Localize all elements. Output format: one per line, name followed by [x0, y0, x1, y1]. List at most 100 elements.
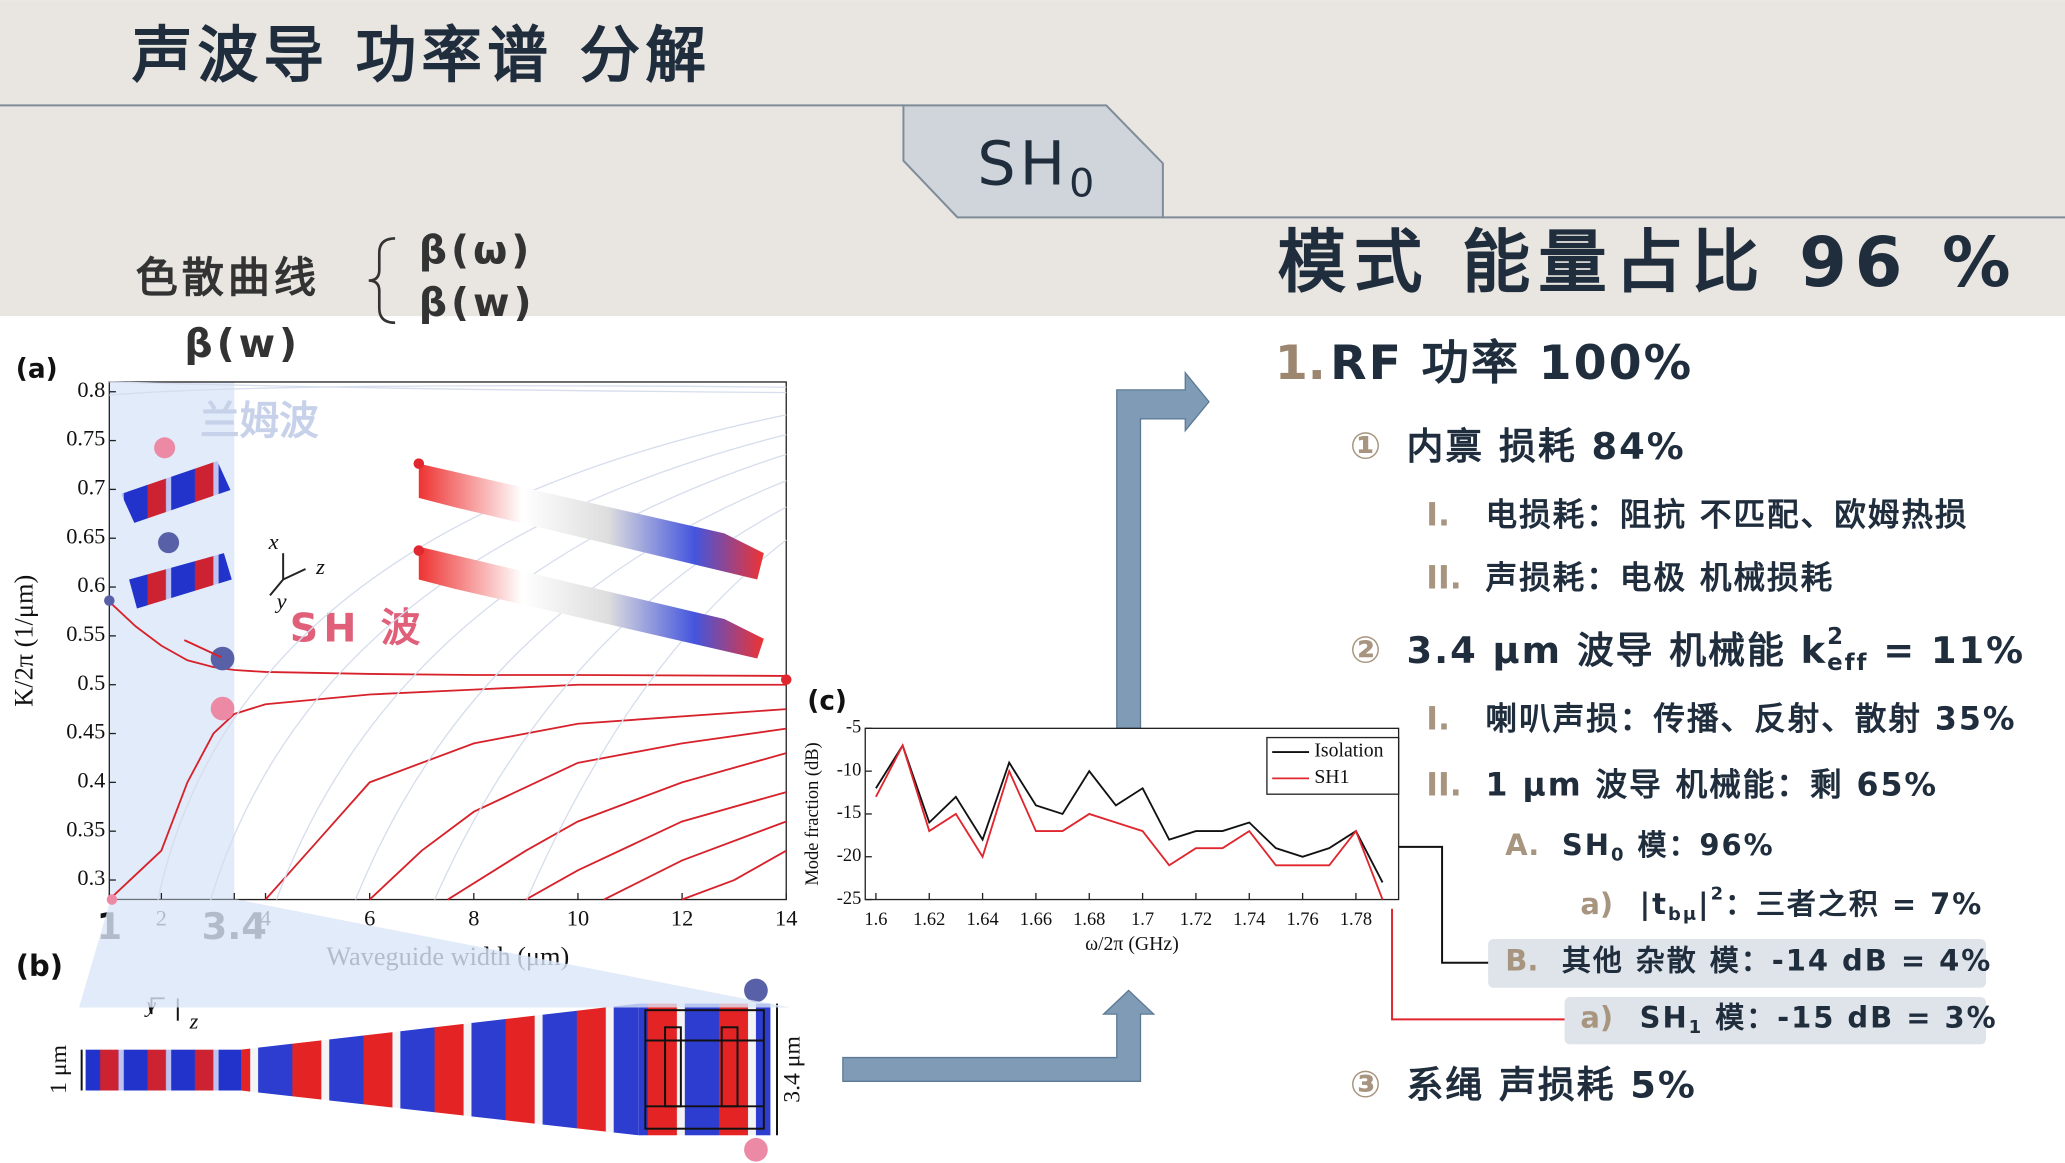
x-tick-label: 14	[775, 906, 797, 931]
superscript: 2	[1711, 884, 1725, 905]
y-tick-label: 0.6	[77, 572, 105, 597]
outline-marker: ①	[1350, 424, 1381, 467]
outline-item: 系绳 声损耗 5%	[1407, 1063, 1697, 1106]
outline-item: 其他 杂散 模：-14 dB = 4%	[1562, 944, 1992, 978]
item-text: 电损耗：阻抗 不匹配、欧姆热损	[1486, 496, 1969, 533]
item-text: SH	[1562, 828, 1611, 862]
y-tick-label: 0.3	[77, 865, 105, 890]
item-text: 3.4 μm 波导 机械能 k	[1407, 628, 1828, 671]
tab	[902, 104, 1164, 219]
outline-item: 喇叭声损：传播、反射、散射 35%	[1486, 701, 2017, 737]
outline-marker: 1.	[1275, 336, 1326, 391]
chart: 0.3 0.35 0.4 0.45 0.5 0.55 0.6 0.65 0.7 0.75 0.8 12…	[9, 355, 797, 971]
summary-heading: 模式 能量占比 96 %	[1277, 223, 2018, 303]
y-tick-label: -15	[837, 802, 862, 822]
figure-a	[79, 381, 792, 1008]
y-tick-label: 0.55	[66, 621, 105, 646]
item-text: 1 μm 波导 机械能：剩 65%	[1486, 767, 1939, 803]
item-text: 模：96%	[1625, 828, 1774, 862]
mode-inset	[104, 437, 792, 905]
x-tick-label: 1.74	[1233, 909, 1265, 929]
x-tick-label: 1.66	[1020, 909, 1052, 929]
outline-item: |tbμ|2：三者之积 = 7%	[1640, 884, 1984, 925]
series-line	[264, 708, 787, 901]
item-text: SH	[1640, 1000, 1689, 1034]
outline-marker: ②	[1350, 628, 1381, 671]
wide-guide	[638, 1003, 771, 1136]
y-axis-label: K/2π (1/μm)	[9, 575, 38, 707]
x-tick-label: 1.72	[1180, 909, 1212, 929]
outline-marker: a)	[1580, 887, 1613, 921]
outline-marker: B.	[1505, 944, 1538, 978]
x-tick-label: 1.76	[1286, 909, 1318, 929]
item-text: 其他 杂散 模：-14 dB = 4%	[1562, 944, 1992, 978]
series-line	[108, 683, 787, 901]
panel-label: (c)	[807, 687, 847, 717]
x-tick-label: 1.62	[913, 909, 945, 929]
outline-item: SH1 模：-15 dB = 3%	[1640, 1000, 1998, 1038]
outline-marker: ③	[1350, 1063, 1381, 1106]
outline-item: SH0 模：96%	[1562, 828, 1775, 866]
series-line	[875, 743, 1384, 883]
y-tick-label: 0.5	[77, 670, 105, 695]
outline-item: 电损耗：阻抗 不匹配、欧姆热损	[1486, 496, 1969, 533]
left-heading: 色散曲线	[136, 253, 320, 302]
legend-box	[1266, 736, 1400, 795]
y-tick-label: 0.75	[66, 426, 105, 451]
y-axis-label: Mode fraction (dB)	[802, 742, 823, 885]
brace	[368, 237, 396, 325]
y-tick-label: 0.35	[66, 816, 105, 841]
outline-marker: a)	[1580, 1000, 1613, 1034]
annotation: 兰姆波	[200, 399, 319, 445]
dimension-label: 1 μm	[46, 1044, 72, 1093]
outline-item: 3.4 μm 波导 机械能 k2 eff = 11%	[1407, 624, 2026, 676]
series-line	[525, 791, 787, 901]
item-text: |t	[1640, 887, 1668, 921]
y-tick-label: -25	[837, 888, 862, 908]
connector	[1398, 845, 1489, 964]
outline-marker: I.	[1426, 701, 1450, 737]
tab-text: SH	[977, 129, 1069, 199]
y-tick-label: 0.8	[77, 377, 105, 402]
taper	[241, 1003, 639, 1136]
brace-item: β(ω)	[419, 227, 534, 273]
x-tick-label: 10	[567, 906, 589, 931]
x-tick-label: 1.64	[966, 909, 998, 929]
highlight-box	[1488, 939, 1986, 988]
narrow-guide	[85, 1049, 242, 1091]
tab-subscript: 0	[1069, 160, 1098, 206]
subscript: bμ	[1668, 904, 1698, 925]
y-tick-label: 0.65	[66, 523, 105, 548]
y-tick-label: 0.45	[66, 719, 105, 744]
dimension-label: 3.4 μm	[780, 1036, 806, 1103]
item-text: 喇叭声损：传播、反射、散射 35%	[1486, 701, 2017, 737]
y-tick-label: 0.7	[77, 475, 105, 500]
axis-triad-label: z	[315, 554, 325, 579]
title: 声波导 功率谱 分解	[132, 21, 711, 91]
outline-marker: I.	[1426, 497, 1450, 533]
y-tick-label: -20	[837, 845, 862, 865]
item-text: ：三者之积 = 7%	[1725, 887, 1983, 921]
outline-marker: II.	[1426, 767, 1462, 803]
outline-item: 声损耗：电极 机械损耗	[1486, 561, 1835, 597]
legend-label: SH1	[1314, 766, 1349, 788]
x-tick-label: 1.6	[864, 909, 887, 929]
x-tick-label: 6	[364, 906, 375, 931]
subscript: 1	[1689, 1017, 1703, 1038]
series-line	[108, 600, 787, 677]
panel-label: (a)	[16, 355, 58, 385]
brace-item: β(w)	[419, 280, 536, 326]
arrow	[842, 370, 1210, 1082]
item-text: |	[1698, 887, 1711, 921]
outline-marker: A.	[1505, 828, 1539, 862]
item-text: 内禀 损耗 84%	[1407, 424, 1686, 467]
x-tick-label: 12	[671, 906, 693, 931]
item-text: = 11%	[1868, 628, 2025, 671]
y-tick-label: 0.4	[77, 768, 105, 793]
legend-label: Isolation	[1314, 740, 1383, 762]
series-line	[681, 849, 787, 901]
outline-item: 内禀 损耗 84%	[1407, 424, 1686, 467]
item-text: RF 功率 100%	[1330, 336, 1693, 391]
x-tick-label: 8	[468, 906, 479, 931]
